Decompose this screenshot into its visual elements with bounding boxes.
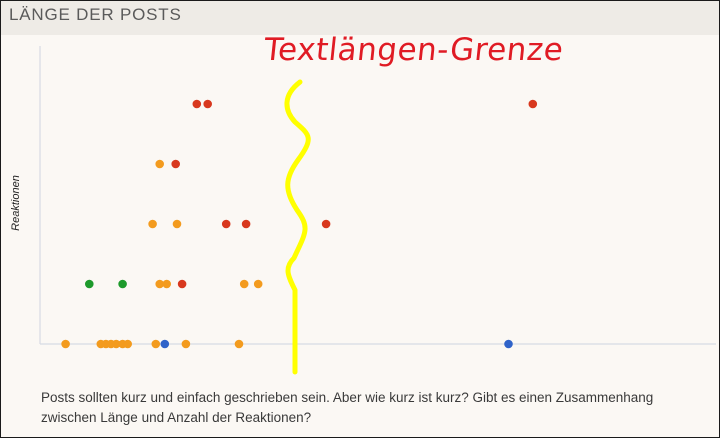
text-length-boundary-line — [284, 79, 311, 375]
data-point — [203, 99, 212, 109]
data-point — [123, 339, 132, 349]
data-point — [172, 219, 182, 229]
data-point — [321, 219, 331, 229]
boundary-annotation: Textlängen-Grenze — [262, 32, 566, 68]
data-point — [239, 279, 249, 289]
data-point — [177, 279, 187, 289]
chart-title: LÄNGE DER POSTS — [9, 5, 182, 24]
data-point — [234, 339, 244, 349]
data-point — [160, 339, 170, 349]
data-point — [171, 159, 180, 169]
data-point — [85, 279, 94, 289]
data-point — [181, 339, 191, 349]
y-axis-label: Reaktionen — [10, 175, 22, 231]
data-point — [118, 279, 127, 289]
data-point — [155, 279, 164, 289]
data-point — [504, 339, 513, 349]
data-point — [528, 99, 538, 109]
data-point — [162, 279, 171, 289]
data-point — [155, 159, 164, 169]
data-point — [192, 99, 202, 109]
data-point — [148, 219, 157, 229]
data-point — [241, 219, 251, 229]
data-point — [61, 339, 70, 349]
chart-caption: Posts sollten kurz und einfach geschrieb… — [41, 390, 654, 425]
header-band — [1, 1, 719, 35]
data-point — [221, 219, 231, 229]
data-point — [151, 339, 161, 349]
data-point — [253, 279, 263, 289]
data-point — [111, 339, 121, 349]
